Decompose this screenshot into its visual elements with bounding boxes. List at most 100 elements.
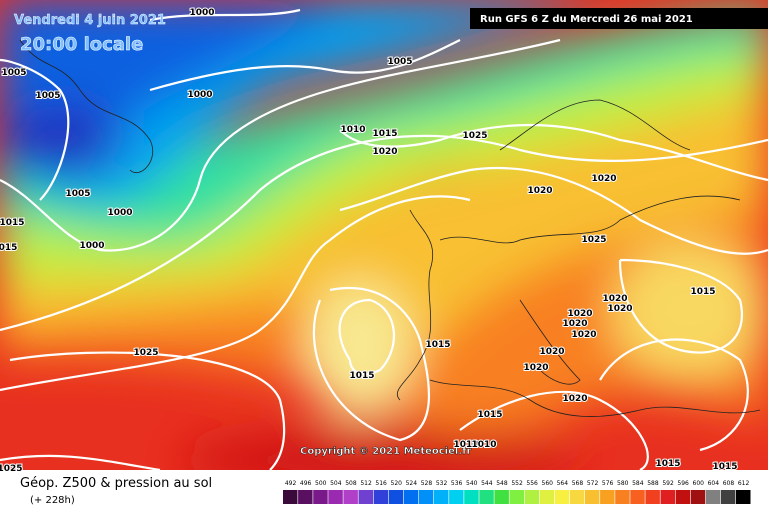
isobar-label: 1020 [591, 174, 616, 184]
isobar-label: 1020 [607, 304, 632, 314]
legend-tick-label: 512 [360, 480, 372, 487]
isobar-label: 1005 [35, 91, 60, 101]
legend-tick-label: 576 [602, 480, 614, 487]
date: Vendredi 4 juin 2021 [14, 13, 166, 28]
legend-tick-label: 544 [481, 480, 493, 487]
isobar-label: 1020 [562, 394, 587, 404]
isobar-label: 1020 [562, 319, 587, 329]
legend-swatch [675, 490, 691, 504]
legend-tick-label: 604 [708, 480, 720, 487]
legend-tick-label: 540 [466, 480, 478, 487]
legend-swatch [690, 490, 706, 504]
legend-swatch [343, 490, 358, 504]
legend-swatch [313, 490, 328, 504]
isobar-label: 015 [0, 243, 17, 253]
legend-swatch [418, 490, 434, 504]
legend-swatch [283, 490, 298, 504]
isobar-label: 1015 [690, 287, 715, 297]
legend-tick-label: 564 [557, 480, 569, 487]
isobar-label: 1000 [187, 90, 212, 100]
isobar-label: 1020 [523, 363, 548, 373]
legend-tick-label: 612 [738, 480, 750, 487]
legend-tick-label: 548 [496, 480, 508, 487]
isobar-label: 1015 [655, 459, 680, 469]
legend-tick-label: 524 [406, 480, 418, 487]
legend-swatch [539, 490, 555, 504]
legend-swatch [736, 490, 751, 504]
legend-swatch [645, 490, 660, 504]
isobar-label: 1025 [462, 131, 487, 141]
legend-tick-label: 508 [345, 480, 357, 487]
legend-tick-label: 572 [587, 480, 599, 487]
isobar-label: 1025 [581, 235, 606, 245]
geopotential-field [0, 0, 768, 490]
legend-tick-label: 532 [436, 480, 448, 487]
legend-tick-label: 592 [662, 480, 674, 487]
footer-subtitle: (+ 228h) [30, 495, 75, 506]
isobar-label: 1025 [133, 348, 158, 358]
legend-tick-label: 568 [572, 480, 584, 487]
isobar-label: 1015 [372, 129, 397, 139]
legend-swatch [600, 490, 615, 504]
isobar-label: 1025 [0, 464, 23, 474]
legend-swatch [524, 490, 540, 504]
legend-tick-label: 500 [315, 480, 327, 487]
legend-swatch [358, 490, 373, 504]
legend-swatch [328, 490, 343, 504]
legend-swatch [403, 490, 419, 504]
legend-tick-label: 492 [285, 480, 297, 487]
isobar-label: 1000 [189, 8, 214, 18]
legend-tick-label: 560 [542, 480, 554, 487]
legend-swatch [615, 490, 630, 504]
legend-tick-label: 536 [451, 480, 463, 487]
isobar-label: 1020 [567, 309, 592, 319]
isobar-label: 1010 [453, 440, 478, 450]
legend-swatch [494, 490, 509, 504]
run-info: Run GFS 6 Z du Mercredi 26 mai 2021 [480, 14, 693, 25]
isobar-label: 1020 [527, 186, 552, 196]
isobar-label: 1015 [0, 218, 25, 228]
footer-title: Géop. Z500 & pression au sol [20, 476, 212, 491]
isobar-label: 1010 [340, 125, 365, 135]
legend-swatch [660, 490, 675, 504]
isobar-label: 1010 [471, 440, 496, 450]
isobar-label: 1000 [107, 208, 132, 218]
isobar-label: 1005 [387, 57, 412, 67]
legend-tick-label: 496 [300, 480, 312, 487]
isobar-label: 1020 [571, 330, 596, 340]
legend-swatch [449, 490, 464, 504]
legend-tick-label: 520 [391, 480, 403, 487]
legend-tick-label: 596 [677, 480, 689, 487]
isobar-label: 1020 [372, 147, 397, 157]
isobar-label: 1020 [539, 347, 564, 357]
isobar-label: 1020 [602, 294, 627, 304]
legend-swatch [585, 490, 600, 504]
isobar-label: 1005 [1, 68, 26, 78]
isobar-label: 1015 [425, 340, 450, 350]
legend-tick-label: 608 [723, 480, 735, 487]
legend-swatch [388, 490, 404, 504]
isobar-label: 1015 [712, 462, 737, 472]
legend-tick-label: 600 [693, 480, 705, 487]
copyright: Copyright © 2021 Meteociel.fr [300, 446, 471, 457]
legend-tick-label: 584 [632, 480, 644, 487]
legend-swatch [298, 490, 313, 504]
legend-swatch [630, 490, 645, 504]
legend-tick-label: 552 [511, 480, 523, 487]
legend-tick-label: 556 [526, 480, 538, 487]
legend-tick-label: 580 [617, 480, 629, 487]
legend-swatch [373, 490, 389, 504]
isobar-label: 1000 [79, 241, 104, 251]
legend-swatch [479, 490, 494, 504]
isobars [0, 8, 768, 472]
legend-swatch [464, 490, 479, 504]
legend-swatch [554, 490, 570, 504]
legend-swatch [705, 490, 721, 504]
legend-tick-label: 528 [421, 480, 433, 487]
isobar-label: 1005 [65, 189, 90, 199]
local-time: 20:00 locale [20, 34, 143, 55]
legend-swatch [569, 490, 585, 504]
legend-tick-label: 588 [647, 480, 659, 487]
